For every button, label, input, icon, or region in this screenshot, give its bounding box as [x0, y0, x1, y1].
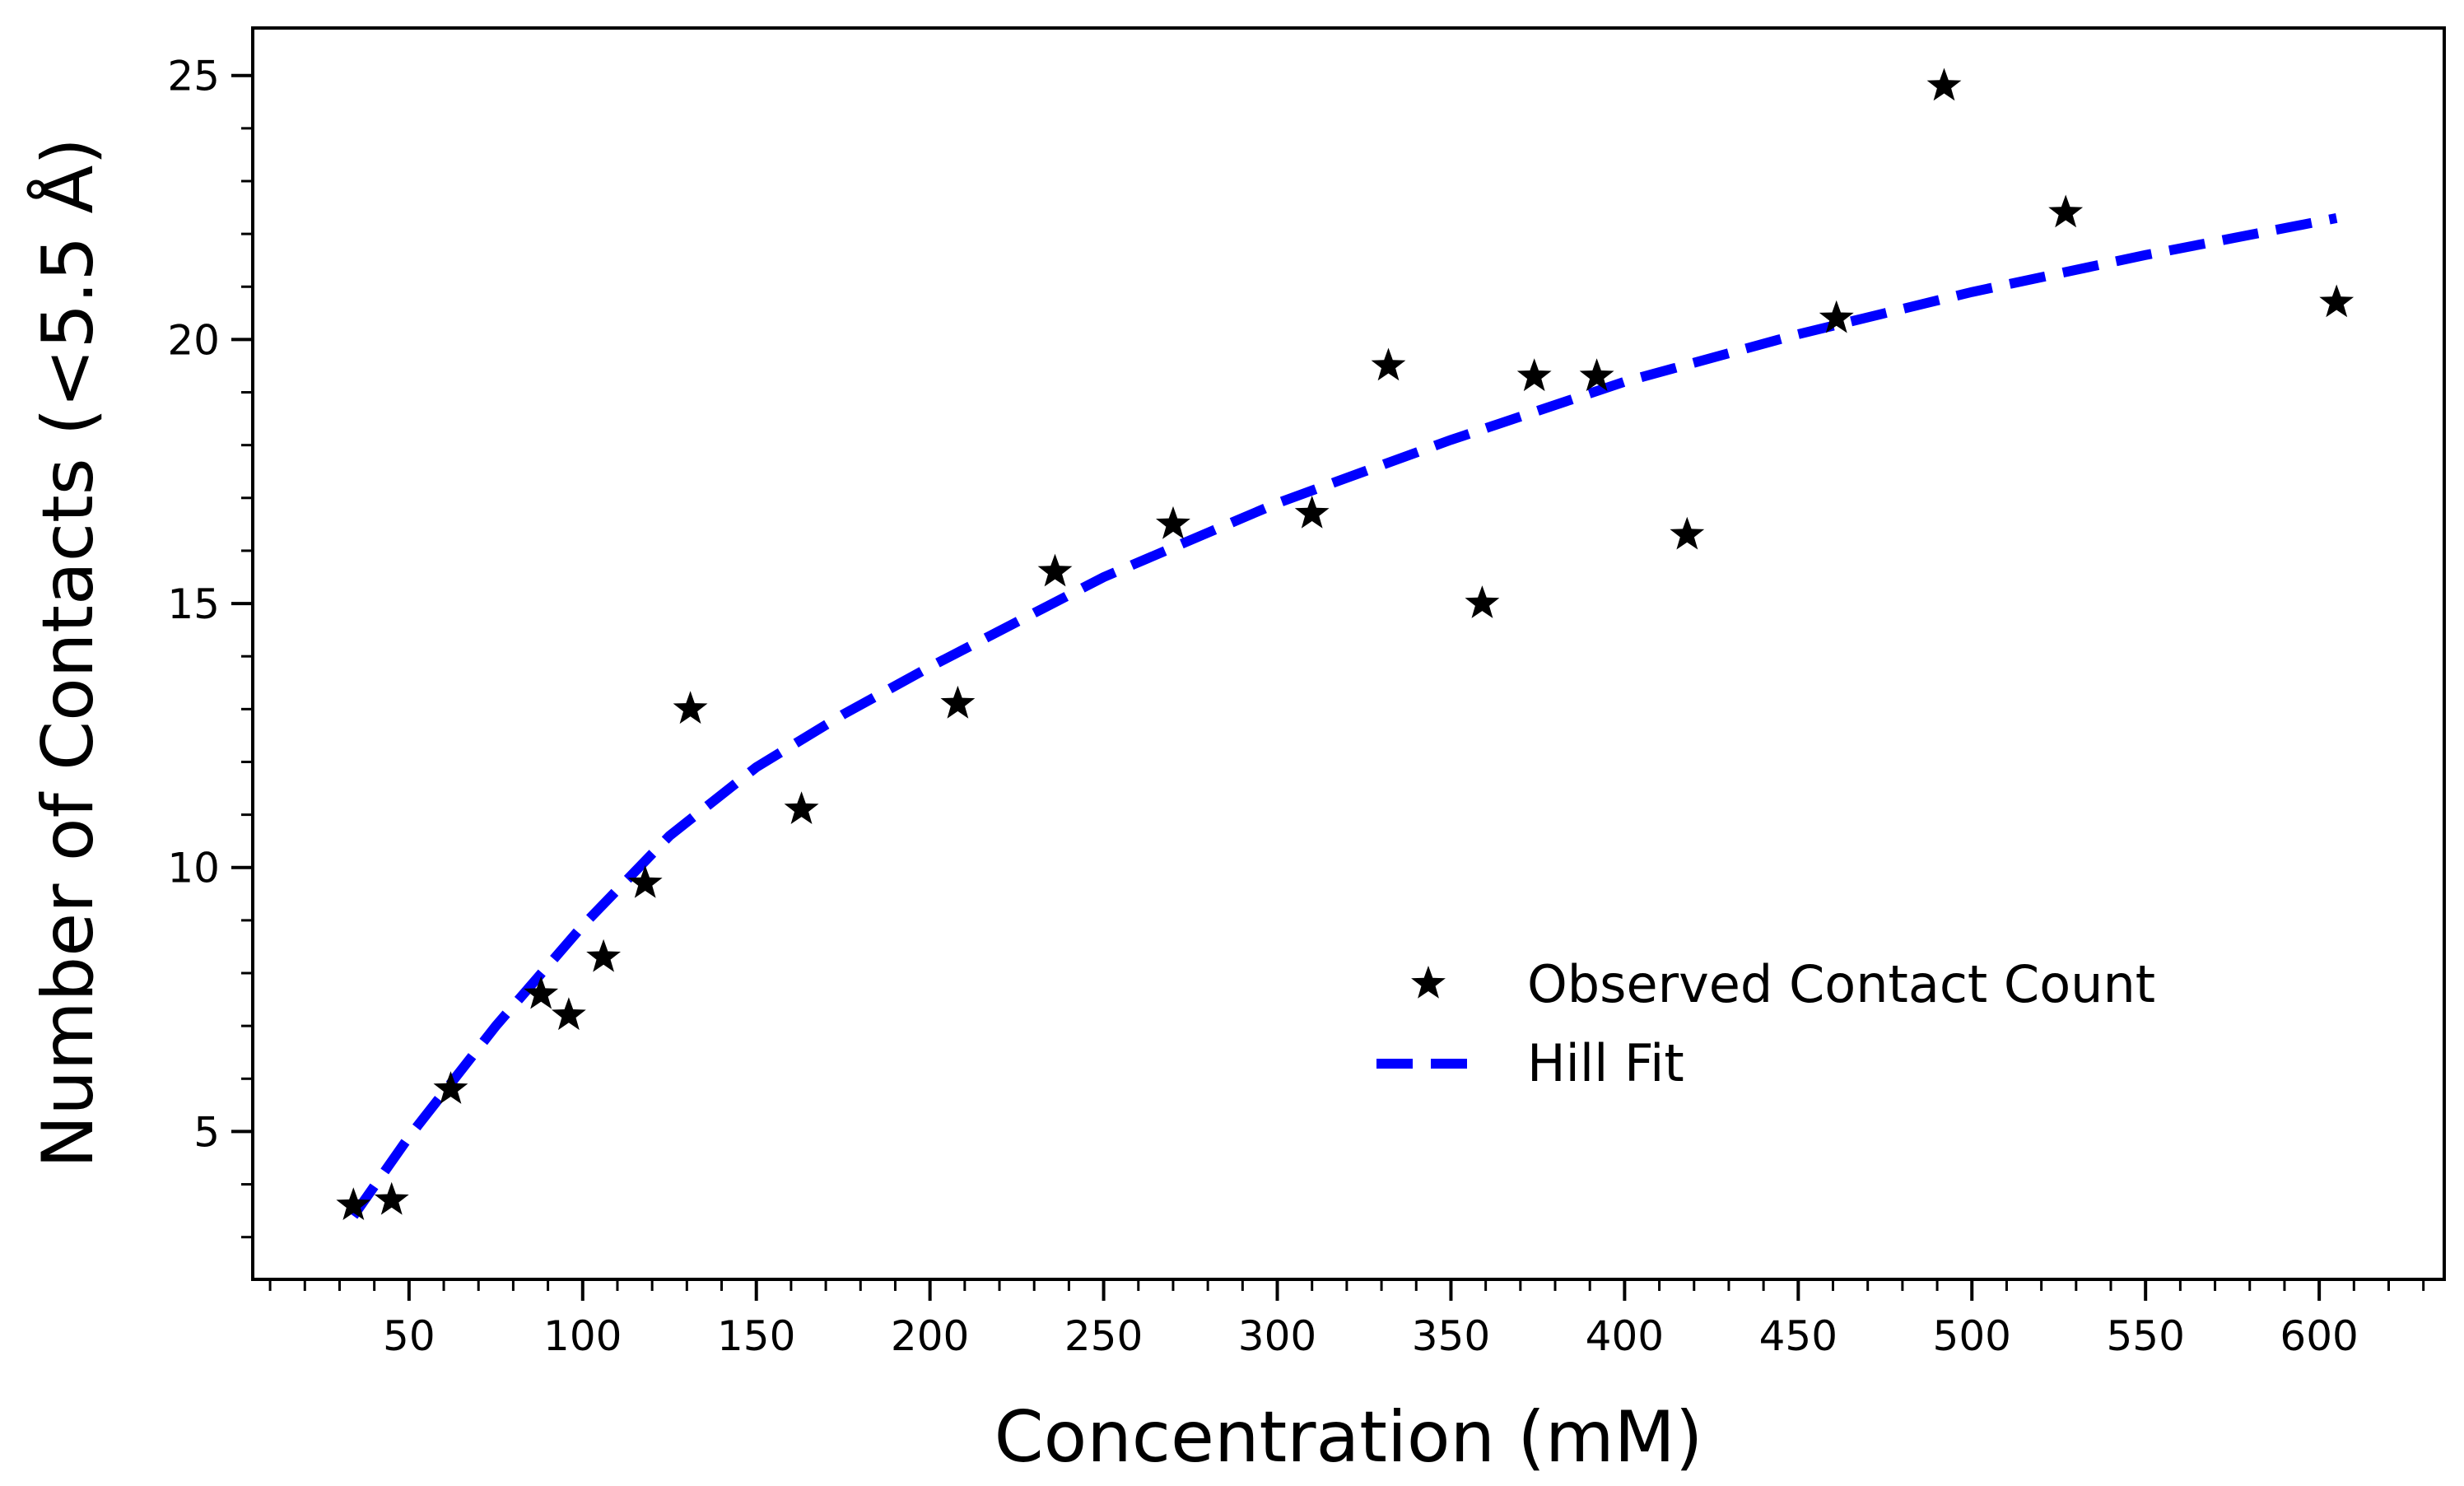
- x-tick-label: 600: [2280, 1312, 2358, 1360]
- y-tick-label: 10: [167, 845, 220, 892]
- x-tick-label: 250: [1064, 1312, 1143, 1360]
- legend-label-hill-fit: Hill Fit: [1527, 1033, 1684, 1093]
- x-tick-label: 200: [891, 1312, 969, 1360]
- legend-label-observed: Observed Contact Count: [1527, 954, 2155, 1014]
- observed-point: [673, 691, 708, 724]
- major-ticks: [231, 73, 2322, 1301]
- legend: Observed Contact Count Hill Fit: [1376, 954, 2155, 1093]
- observed-point: [1670, 516, 1705, 550]
- observed-point: [940, 685, 976, 719]
- observed-point: [524, 976, 559, 1009]
- observed-point: [1819, 300, 1854, 333]
- observed-point: [1294, 496, 1330, 529]
- observed-points: [336, 68, 2355, 1220]
- x-tick-label: 300: [1238, 1312, 1316, 1360]
- y-tick-label: 20: [167, 316, 220, 364]
- y-tick-label: 15: [167, 580, 220, 628]
- observed-point: [1037, 553, 1073, 587]
- minor-ticks: [241, 127, 2425, 1291]
- legend-star-marker: [1411, 966, 1446, 999]
- x-tick-label: 150: [717, 1312, 795, 1360]
- x-tick-label: 350: [1412, 1312, 1490, 1360]
- plot-frame: [251, 26, 2446, 1281]
- observed-point: [1579, 358, 1614, 392]
- observed-point: [784, 791, 819, 824]
- y-tick-label: 25: [167, 53, 220, 100]
- observed-point: [1371, 347, 1406, 381]
- tick-labels: 50 100 150 200 250 300 350 400 450 500 550 600 5 10 15…: [167, 53, 2358, 1360]
- observed-point: [586, 939, 621, 972]
- observed-point: [374, 1181, 409, 1215]
- x-tick-label: 400: [1586, 1312, 1664, 1360]
- observed-point: [1156, 505, 1190, 539]
- observed-point: [2048, 194, 2084, 228]
- observed-point: [433, 1071, 468, 1104]
- observed-point: [552, 997, 586, 1031]
- observed-point: [2319, 284, 2355, 318]
- observed-point: [336, 1187, 371, 1220]
- plot-background: [253, 28, 2444, 1279]
- observed-point: [627, 865, 663, 898]
- observed-point: [1516, 358, 1552, 392]
- y-tick-label: 5: [193, 1108, 220, 1156]
- x-tick-label: 550: [2106, 1312, 2184, 1360]
- x-tick-label: 450: [1759, 1312, 1838, 1360]
- observed-point: [1465, 585, 1500, 618]
- observed-point: [1926, 68, 1962, 101]
- x-tick-label: 500: [1933, 1312, 2011, 1360]
- hill-fit-line: [349, 213, 2338, 1219]
- x-axis-title: Concentration (mM): [994, 1396, 1703, 1479]
- x-tick-label: 100: [543, 1312, 622, 1360]
- y-axis-title: Number of Contacts (<5.5 Å): [26, 137, 109, 1168]
- x-tick-label: 50: [383, 1312, 436, 1360]
